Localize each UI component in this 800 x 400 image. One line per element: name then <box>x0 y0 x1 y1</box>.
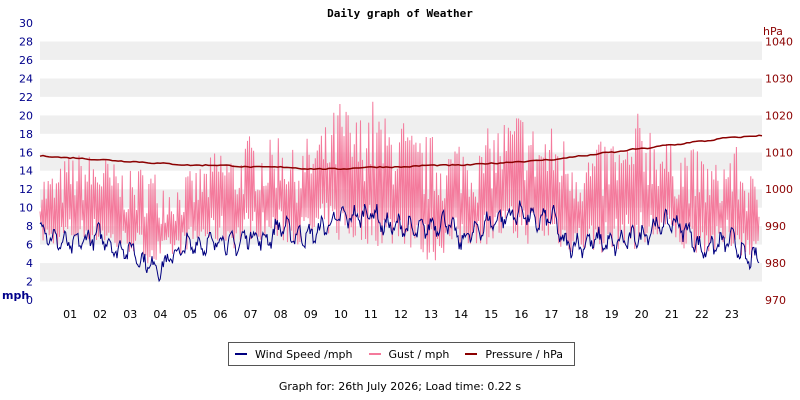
grid-band <box>40 23 762 42</box>
x-tick-label: 16 <box>514 308 528 321</box>
grid-band <box>40 96 762 116</box>
left-tick-label: 10 <box>19 202 33 215</box>
legend-item-pressure: Pressure / hPa <box>465 348 563 361</box>
x-tick-label: 23 <box>725 308 739 321</box>
x-tick-label: 10 <box>334 308 348 321</box>
legend-item-gust: Gust / mph <box>368 347 450 361</box>
right-tick-label: 980 <box>765 257 786 270</box>
x-tick-label: 08 <box>274 308 288 321</box>
left-tick-label: 18 <box>19 128 33 141</box>
left-tick-label: 8 <box>26 220 33 233</box>
left-tick-label: 20 <box>19 109 33 122</box>
right-tick-label: 1000 <box>765 183 793 196</box>
x-tick-label: 11 <box>364 308 378 321</box>
legend-swatch-wind-speed <box>235 353 247 355</box>
right-tick-label: 970 <box>765 294 786 307</box>
right-tick-label: 1020 <box>765 109 793 122</box>
left-tick-label: 26 <box>19 54 33 67</box>
left-tick-label: 4 <box>26 257 33 270</box>
chart-title: Daily graph of Weather <box>327 7 473 20</box>
grid-band <box>40 115 762 134</box>
x-tick-label: 13 <box>424 308 438 321</box>
left-tick-label: 6 <box>26 239 33 252</box>
left-tick-label: 30 <box>19 17 33 30</box>
x-tick-label: 06 <box>214 308 228 321</box>
axes-layer: 0246810121416182022242628309709809901000… <box>19 17 793 321</box>
x-tick-label: 07 <box>244 308 258 321</box>
legend-item-wind-speed: Wind Speed /mph <box>235 348 353 361</box>
right-tick-label: 1040 <box>765 35 793 48</box>
x-tick-label: 17 <box>544 308 558 321</box>
series-layer <box>39 101 763 283</box>
x-tick-label: 09 <box>304 308 318 321</box>
grid-band <box>40 263 762 282</box>
x-tick-label: 01 <box>63 308 77 321</box>
x-tick-label: 22 <box>695 308 709 321</box>
x-tick-label: 12 <box>394 308 408 321</box>
grid-band <box>40 78 762 97</box>
left-tick-label: 14 <box>19 165 33 178</box>
left-tick-label: 22 <box>19 91 33 104</box>
left-tick-label: 12 <box>19 183 33 196</box>
x-tick-label: 21 <box>665 308 679 321</box>
legend-swatch-gust <box>368 353 381 355</box>
left-tick-label: 16 <box>19 146 33 159</box>
right-tick-label: 1010 <box>765 146 793 159</box>
x-tick-label: 03 <box>123 308 137 321</box>
x-tick-label: 15 <box>484 308 498 321</box>
right-tick-label: 1030 <box>765 72 793 85</box>
left-tick-label: 0 <box>26 294 33 307</box>
grid-band <box>40 59 762 79</box>
right-tick-label: 990 <box>765 220 786 233</box>
legend-label-pressure: Pressure / hPa <box>485 347 563 361</box>
legend-label-wind-speed: Wind Speed /mph <box>255 347 353 361</box>
chart-legend: Wind Speed /mph Gust / mph Pressure / hP… <box>228 342 575 366</box>
legend-swatch-pressure <box>465 353 478 355</box>
grid-band <box>40 281 762 300</box>
x-tick-label: 20 <box>635 308 649 321</box>
x-tick-label: 05 <box>183 308 197 321</box>
x-tick-label: 02 <box>93 308 107 321</box>
x-tick-label: 14 <box>454 308 468 321</box>
x-tick-label: 04 <box>153 308 167 321</box>
left-tick-label: 2 <box>26 276 33 289</box>
left-tick-label: 24 <box>19 72 33 85</box>
pressure-series-line <box>39 134 763 171</box>
gust-series-line <box>39 101 760 264</box>
x-tick-label: 18 <box>575 308 589 321</box>
left-axis-unit-label: mph <box>2 289 29 302</box>
footer-status-text: Graph for: 26th July 2026; Load time: 0.… <box>278 380 522 393</box>
x-tick-label: 19 <box>605 308 619 321</box>
left-tick-label: 28 <box>19 35 33 48</box>
legend-label-gust: Gust / mph <box>388 347 450 361</box>
right-axis-unit-label: hPa <box>763 25 783 38</box>
grid-band <box>40 41 762 60</box>
wind-speed-series-line <box>39 200 760 283</box>
